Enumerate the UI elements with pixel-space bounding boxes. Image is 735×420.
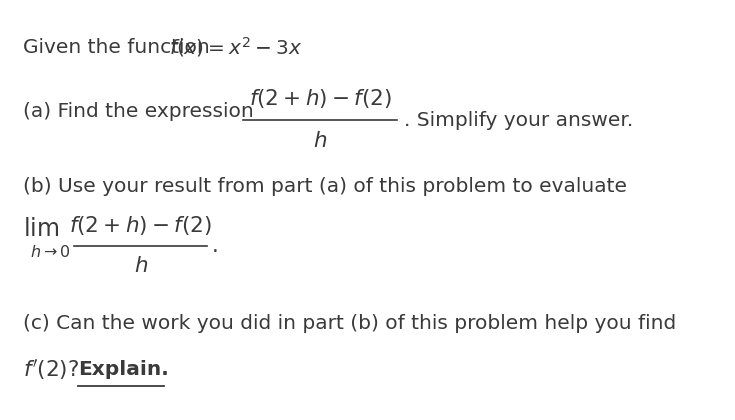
Text: $h$: $h$ (313, 131, 327, 151)
Text: Given the function: Given the function (23, 38, 216, 57)
Text: Explain.: Explain. (78, 360, 169, 379)
Text: .: . (212, 236, 219, 256)
Text: $f(2+h) - f(2)$: $f(2+h) - f(2)$ (69, 214, 212, 237)
Text: $f(x) = x^2 - 3x$: $f(x) = x^2 - 3x$ (169, 35, 302, 59)
Text: (c) Can the work you did in part (b) of this problem help you find: (c) Can the work you did in part (b) of … (23, 314, 676, 333)
Text: $h$: $h$ (134, 256, 148, 276)
Text: (a) Find the expression: (a) Find the expression (23, 102, 254, 121)
Text: $f'(2)$?: $f'(2)$? (23, 357, 81, 382)
Text: $\lim$: $\lim$ (23, 217, 59, 241)
Text: (b) Use your result from part (a) of this problem to evaluate: (b) Use your result from part (a) of thi… (23, 177, 627, 196)
Text: $f(2+h) - f(2)$: $f(2+h) - f(2)$ (249, 87, 392, 110)
Text: . Simplify your answer.: . Simplify your answer. (404, 111, 633, 130)
Text: $h\to 0$: $h\to 0$ (30, 244, 71, 260)
